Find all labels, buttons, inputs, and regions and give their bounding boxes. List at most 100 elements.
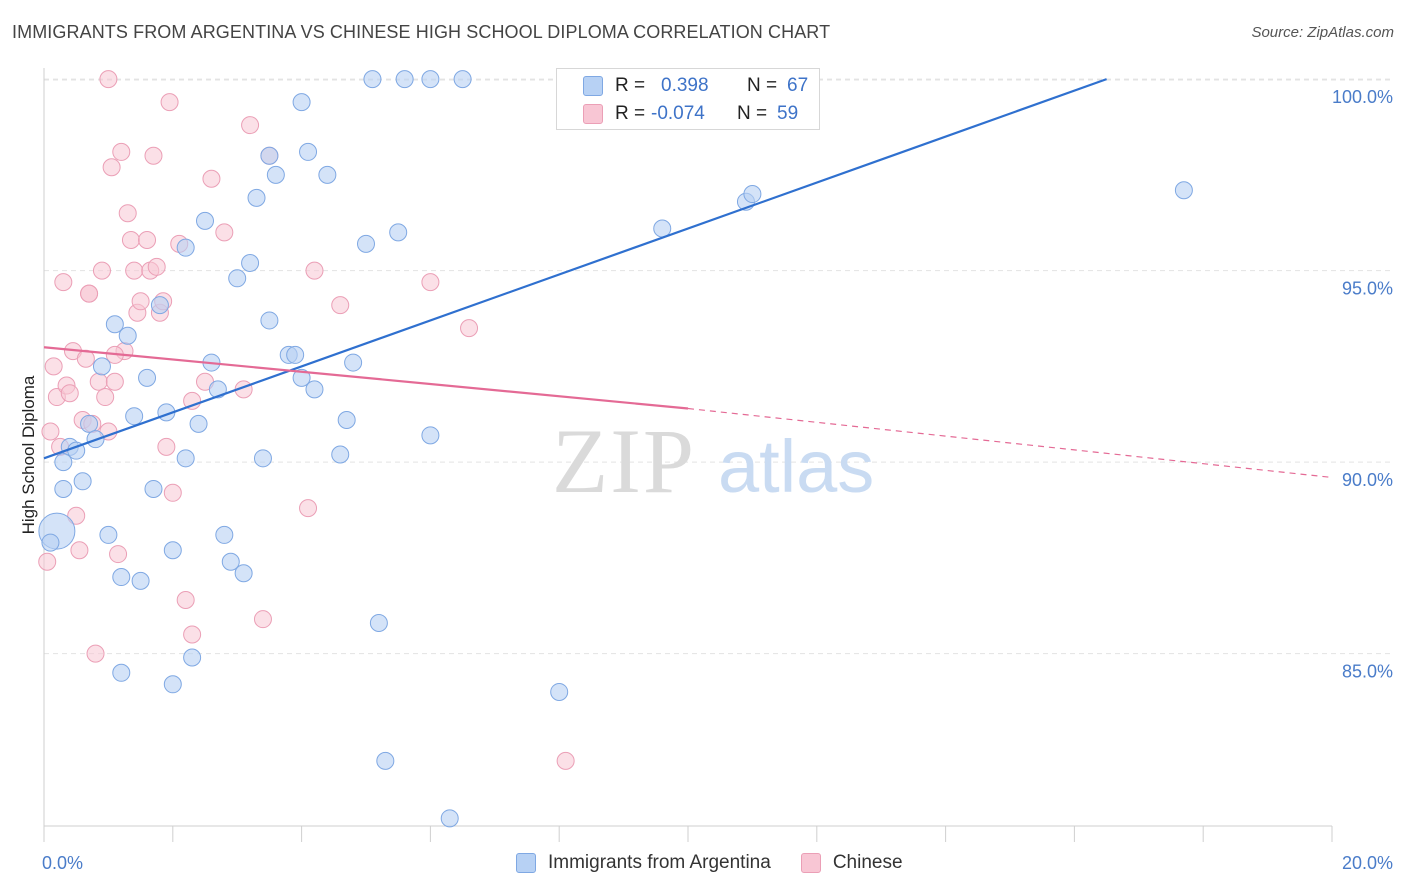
chinese-point (460, 319, 479, 338)
axes (43, 68, 1333, 842)
chinese-point (109, 545, 128, 564)
argentina-point (1174, 181, 1193, 200)
tick-labels: 85.0% 90.0% 95.0% 100.0% 0.0% 20.0% (42, 87, 1393, 873)
argentina-point (189, 414, 208, 433)
stats-row-argentina: R = 0.398 N = 67 (557, 71, 808, 101)
chinese-point (241, 116, 260, 135)
chinese-point (202, 169, 221, 188)
chinese-point (160, 93, 179, 112)
argentina-point (92, 357, 111, 376)
chinese-point (215, 223, 234, 242)
argentina-point (247, 188, 266, 207)
argentina-trend-line (43, 78, 1107, 460)
argentina-point (363, 70, 382, 89)
argentina-point (357, 234, 375, 253)
chinese-point (41, 422, 60, 441)
argentina-points (38, 70, 1193, 828)
argentina-point (99, 525, 118, 544)
argentina-point (299, 142, 318, 161)
argentina-point (163, 541, 182, 560)
chinese-point (144, 146, 163, 165)
chinese-trend-line-extension (687, 407, 1333, 479)
chinese-point (157, 437, 176, 456)
argentina-point (421, 426, 440, 445)
chart-title: IMMIGRANTS FROM ARGENTINA VS CHINESE HIG… (12, 22, 831, 42)
r-label: R = (615, 103, 646, 124)
argentina-point (305, 380, 324, 399)
chinese-point (86, 644, 105, 663)
argentina-point (292, 368, 311, 387)
argentina-point (54, 479, 73, 498)
watermark-zip: ZIP (552, 410, 696, 512)
argentina-point (131, 571, 150, 590)
argentina-point (80, 414, 99, 433)
x-tick-label: 20.0% (1342, 853, 1393, 873)
watermark-atlas: atlas (718, 425, 874, 508)
chinese-point (138, 231, 157, 250)
argentina-point (550, 682, 569, 701)
argentina-point (260, 311, 279, 330)
argentina-point (176, 238, 195, 257)
chinese-point (99, 70, 118, 89)
n-value-argentina: 67 (787, 75, 809, 96)
chinese-point (102, 158, 121, 177)
argentina-point (176, 449, 195, 468)
chinese-point (92, 261, 111, 280)
chinese-point (67, 506, 86, 525)
argentina-point (118, 326, 137, 345)
argentina-point (369, 614, 388, 633)
argentina-point (144, 479, 163, 498)
argentina-point (292, 93, 311, 112)
chinese-point (60, 384, 79, 403)
argentina-point (234, 564, 253, 583)
argentina-point (183, 648, 202, 667)
chinese-point (125, 261, 144, 280)
argentina-point (54, 453, 73, 472)
argentina-point (344, 353, 363, 372)
chinese-point (70, 541, 89, 560)
argentina-point (286, 345, 305, 364)
chinese-point (253, 610, 272, 629)
argentina-point (215, 525, 234, 544)
chinese-point (176, 591, 195, 610)
legend-label-argentina: Immigrants from Argentina (548, 852, 771, 873)
argentina-point (440, 809, 459, 828)
y-tick-label: 85.0% (1342, 662, 1393, 682)
source-credit: Source: ZipAtlas.com (1251, 24, 1394, 41)
chinese-point (44, 357, 63, 376)
argentina-point (125, 407, 144, 426)
chinese-point (299, 499, 318, 518)
y-axis-label: High School Diploma (19, 375, 38, 534)
chinese-point (54, 273, 73, 292)
argentina-point (112, 568, 131, 587)
stats-box: R = 0.398 N = 67 R = -0.074 N = 59 (556, 68, 820, 130)
legend-label-chinese: Chinese (832, 852, 903, 873)
chinese-point (118, 204, 137, 223)
watermark: ZIP atlas (552, 410, 874, 512)
x-tick-label: 0.0% (42, 853, 83, 873)
chinese-point (331, 296, 350, 315)
argentina-point (266, 165, 285, 184)
stats-swatch-argentina (583, 76, 603, 96)
argentina-point (105, 315, 124, 334)
chinese-point (80, 284, 99, 303)
chinese-point (131, 292, 150, 311)
y-tick-label: 95.0% (1342, 279, 1393, 299)
argentina-point (318, 165, 337, 184)
legend-item-chinese[interactable]: Chinese (800, 852, 903, 874)
legend-item-argentina[interactable]: Immigrants from Argentina (516, 852, 771, 874)
argentina-point (453, 70, 472, 89)
chinese-point (305, 261, 324, 280)
trend-lines (43, 78, 1333, 479)
argentina-point (112, 663, 131, 682)
chinese-point (105, 372, 124, 391)
argentina-point (376, 751, 395, 770)
y-tick-label: 100.0% (1332, 87, 1393, 107)
argentina-point (228, 269, 247, 288)
chinese-point (89, 372, 108, 391)
legend-swatch-chinese (800, 853, 821, 873)
argentina-point (331, 445, 350, 464)
argentina-point (395, 70, 414, 89)
chinese-point (121, 231, 140, 250)
